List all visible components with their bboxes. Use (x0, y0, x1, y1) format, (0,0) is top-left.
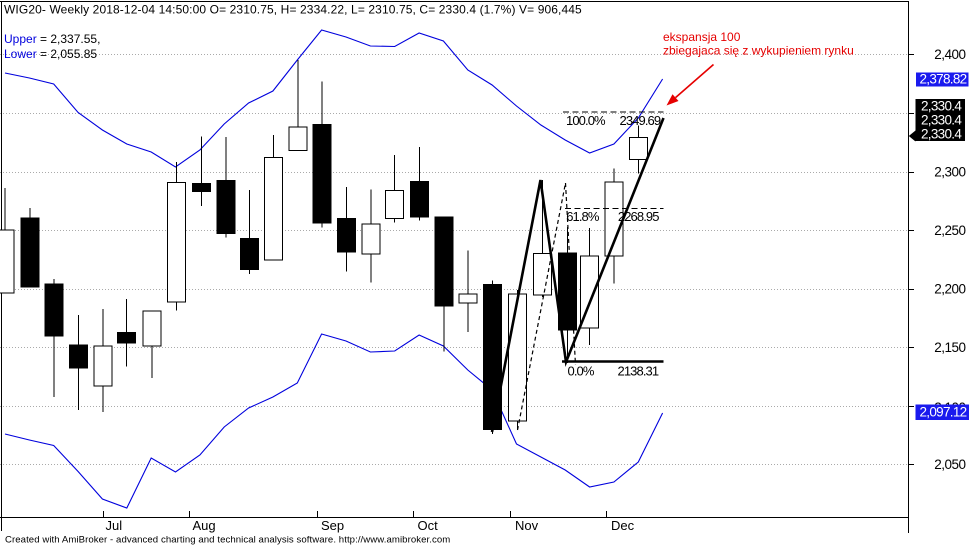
svg-text:100.0%: 100.0% (566, 113, 606, 128)
svg-text:2,097.12: 2,097.12 (920, 405, 967, 420)
svg-text:2,330.4: 2,330.4 (921, 113, 962, 128)
svg-text:0.0%: 0.0% (568, 363, 595, 378)
svg-text:2,200: 2,200 (934, 282, 965, 297)
svg-text:ekspansja 100: ekspansja 100 (663, 30, 741, 44)
svg-text:2138.31: 2138.31 (618, 363, 659, 378)
svg-text:Upper = 2,337.55,: Upper = 2,337.55, (4, 32, 100, 46)
svg-text:2,250: 2,250 (934, 223, 965, 238)
svg-text:2,378.82: 2,378.82 (920, 72, 967, 87)
svg-text:Dec: Dec (611, 518, 635, 533)
svg-text:2268.95: 2268.95 (618, 209, 659, 224)
svg-text:Lower = 2,055.85: Lower = 2,055.85 (4, 47, 97, 61)
svg-text:2,400: 2,400 (934, 47, 965, 62)
svg-text:Nov: Nov (515, 518, 539, 533)
svg-text:Aug: Aug (193, 518, 216, 533)
svg-text:Jul: Jul (106, 518, 123, 533)
svg-text:61.8%: 61.8% (566, 209, 600, 224)
svg-text:zbiegajaca się z wykupieniem r: zbiegajaca się z wykupieniem rynku (663, 44, 854, 58)
svg-text:2,330.4: 2,330.4 (921, 127, 962, 142)
svg-text:Sep: Sep (321, 518, 344, 533)
svg-text:WIG20- Weekly 2018-12-04 14:50: WIG20- Weekly 2018-12-04 14:50:00 O= 231… (4, 3, 582, 17)
svg-text:2,330.4: 2,330.4 (921, 99, 962, 114)
svg-text:Oct: Oct (418, 518, 439, 533)
svg-text:2,050: 2,050 (934, 457, 965, 472)
svg-text:2,150: 2,150 (934, 340, 965, 355)
svg-text:2349.69: 2349.69 (620, 113, 661, 128)
svg-text:Created with AmiBroker - advan: Created with AmiBroker - advanced charti… (5, 535, 450, 546)
svg-text:2,300: 2,300 (934, 165, 965, 180)
